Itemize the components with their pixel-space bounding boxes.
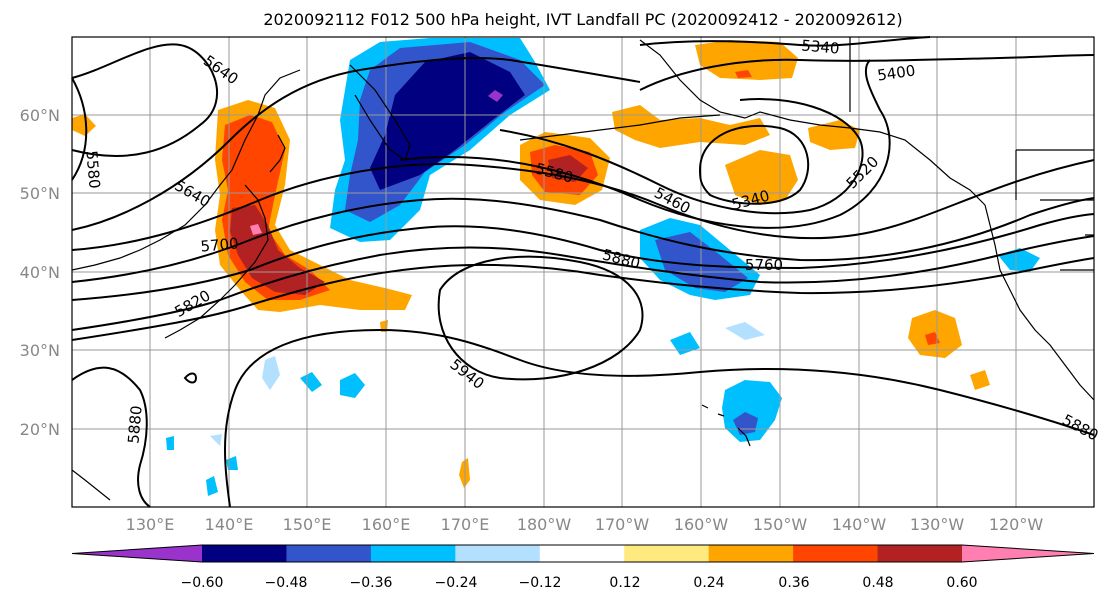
ivt-fill-layer [72,38,1040,496]
negative-blob [262,356,280,390]
contour-5760 [71,213,1095,301]
contour-small-high [183,372,198,384]
lat-label: 50°N [20,184,60,203]
lat-label: 40°N [20,263,60,282]
lon-label: 150°E [283,515,332,534]
lat-label: 60°N [20,106,60,125]
colorbar-segment [286,545,372,562]
colorbar-tick: −0.12 [519,575,562,591]
kamchatka-coastline [349,64,411,161]
negative-blob [166,436,174,450]
contour-5580 [71,159,1095,251]
map-frame [71,36,1095,508]
positive-anomaly-arctic [695,40,798,80]
figure-title: 2020092112 F012 500 hPa height, IVT Land… [263,10,902,29]
colorbar-tick: 0.24 [693,575,724,591]
lon-label: 130°W [910,515,965,534]
contour-5640 [71,57,641,231]
colorbar-segment [370,545,456,562]
negative-blob [670,332,700,355]
lon-label: 130°E [126,515,175,534]
lon-label: 140°W [832,515,887,534]
colorbar-tick: 0.60 [946,575,977,591]
positive-anomaly-japan-core [250,224,262,235]
positive-anomaly-arctic-core [735,70,752,78]
latitude-labels: 60°N 50°N 40°N 30°N 20°N [20,106,60,439]
colorbar-extend-low [72,545,202,562]
contour-5400 [639,54,1095,91]
negative-blob [725,322,765,340]
colorbar [71,544,1095,563]
lon-label: 170°W [595,515,650,534]
contour-5700 [71,197,1095,283]
height-contours [71,36,1095,508]
contour-5820 [71,235,1095,331]
hawaii-islands [701,404,751,447]
lon-label: 150°W [753,515,808,534]
contour-5640-north [71,43,219,157]
negative-anomaly-bering-dark [370,52,525,190]
positive-anomaly-california-mid [925,332,940,345]
colorbar-segment [708,545,794,562]
contour-5940 [437,255,644,381]
colorbar-tick: −0.36 [350,575,393,591]
contour-label: 5880 [124,405,145,445]
negative-blob [206,476,218,496]
contour-5340 [639,36,931,47]
na-borders [849,37,1094,271]
japan-coastline [164,134,286,339]
negative-anomaly-bering-core [488,90,503,102]
colorbar-segment [877,545,963,562]
colorbar-segment [202,545,287,562]
colorbar-outline [71,544,1095,563]
negative-blob [340,373,365,398]
contour-5880-south [71,328,1095,508]
lon-label: 160°E [362,515,411,534]
contour-label: 5700 [200,234,240,255]
lon-label: 140°E [205,515,254,534]
contour-label: 5760 [745,256,783,274]
lon-label: 180°W [517,515,572,534]
positive-blob [72,114,96,136]
contour-label: 5340 [801,36,841,57]
contour-label: 5400 [876,61,916,84]
contour-5340-low [698,124,810,205]
colorbar-segment [624,545,710,562]
colorbar-tick: −0.60 [181,575,224,591]
positive-anomaly-bering-sea [612,105,770,148]
longitude-labels: 130°E 140°E 150°E 160°E 170°E 180°W 170°… [126,515,1044,534]
contour-5460 [499,98,864,215]
colorbar-tick: −0.48 [265,575,308,591]
aleutian-coastline [519,114,721,141]
colorbar-tick: −0.24 [435,575,478,591]
lat-label: 20°N [20,420,60,439]
contour-5880-north [71,257,1095,341]
lon-label: 120°W [989,515,1044,534]
colorbar-segment [539,545,625,562]
colorbar-segment [455,545,541,562]
colorbar-extend-high [962,545,1094,562]
negative-blob [300,372,322,392]
lat-label: 30°N [20,341,60,360]
asia-coastline [71,69,301,501]
positive-blob [970,370,990,390]
colorbar-tick: 0.12 [609,575,640,591]
colorbar-tick: 0.48 [862,575,893,591]
alaska-coastline [639,39,986,206]
contour-5520 [399,59,891,229]
contour-5580-west [71,77,88,181]
lon-label: 170°E [441,515,490,534]
contour-label: 5580 [82,150,103,190]
colorbar-segment [793,545,879,562]
negative-blob [210,434,222,446]
colorbar-tick: 0.36 [778,575,809,591]
colorbar-ticks: −0.60 −0.48 −0.36 −0.24 −0.12 0.12 0.24 … [181,575,978,591]
lon-label: 160°W [674,515,729,534]
